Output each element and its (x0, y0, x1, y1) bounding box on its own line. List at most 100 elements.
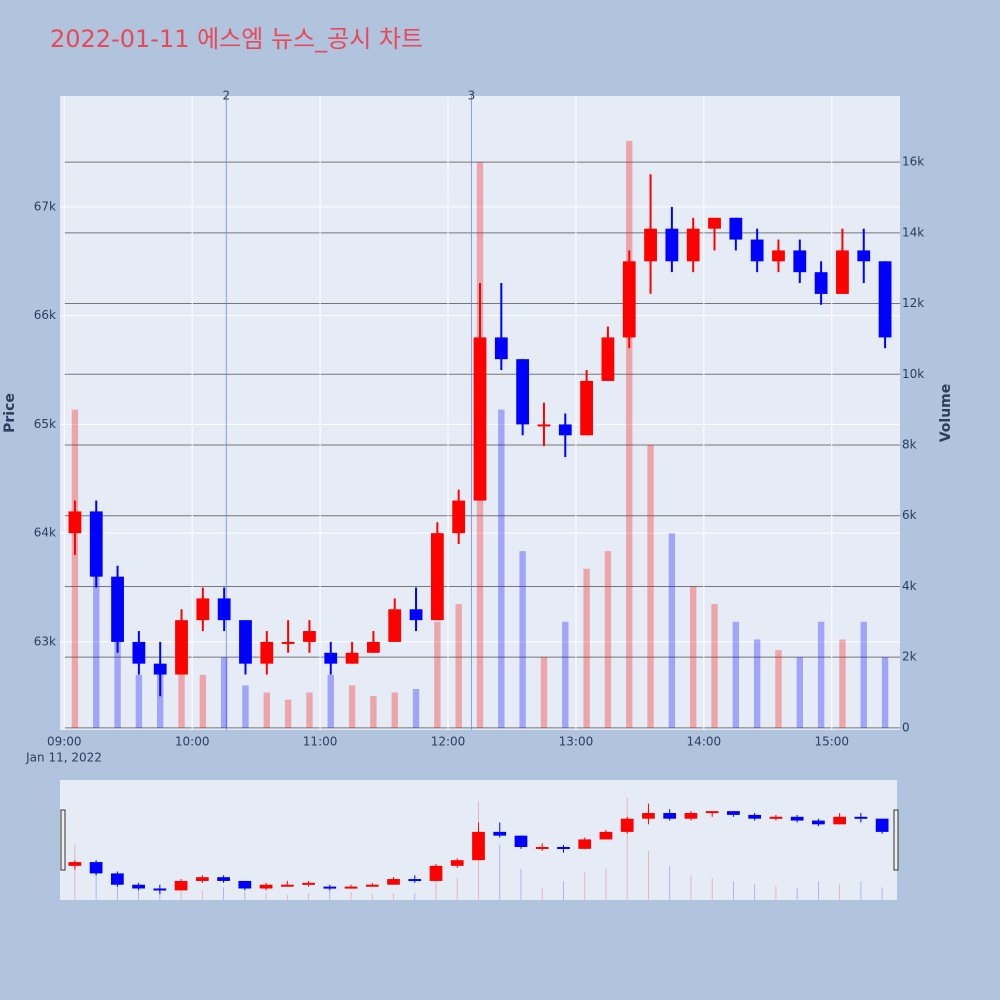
volume-bar (391, 692, 398, 728)
slider-candle-body (514, 835, 528, 847)
slider-candle-body (195, 877, 209, 881)
slider-volume-bar (116, 881, 118, 900)
candle-body (430, 533, 444, 621)
slider-volume-bar (350, 892, 352, 900)
candle-body (686, 228, 700, 262)
slider-candle-body (68, 862, 82, 866)
slider-volume-bar (648, 850, 649, 900)
slider-volume-bar (223, 887, 224, 900)
candle-body (772, 250, 785, 262)
volume-bar (796, 657, 803, 728)
y2-axis-title: Volume (938, 384, 954, 443)
slider-candle-body (217, 877, 230, 881)
slider-candle-body (833, 816, 847, 825)
y2-tick-label: 2k (902, 650, 917, 664)
volume-bar (604, 551, 612, 728)
volume-bar (93, 568, 100, 728)
slider-candle-body (259, 884, 273, 889)
x-tick-label: 15:00 (814, 735, 849, 749)
volume-bar (370, 696, 377, 728)
slider-candle-body (854, 816, 868, 819)
slider-volume-bar (456, 878, 458, 900)
y-tick-label: 63k (34, 634, 56, 648)
x-tick-label: 13:00 (559, 735, 594, 749)
candle-body (239, 620, 252, 664)
candle-body (132, 641, 146, 664)
event-label: 3 (468, 89, 476, 103)
slider-volume-bar (881, 887, 883, 900)
slider-candle-body (812, 820, 825, 825)
slider-volume-bar (733, 881, 734, 900)
candle-body (708, 217, 721, 229)
volume-bar (690, 586, 697, 728)
slider-candle-body (323, 886, 337, 889)
chart-title: 2022-01-11 에스엠 뉴스_공시 차트 (50, 25, 423, 53)
candle-body (281, 641, 295, 644)
volume-bar (199, 674, 207, 728)
candle-body (217, 598, 231, 621)
slider-volume-bar (520, 868, 522, 900)
volume-bar (348, 685, 356, 728)
candle-body (303, 631, 316, 642)
volume-bar (753, 639, 761, 728)
volume-bar (519, 551, 526, 728)
candle-body (537, 424, 551, 427)
candle-body (153, 663, 167, 675)
slider-candle-body (174, 880, 188, 891)
candle-body (836, 250, 849, 294)
candle-body (644, 228, 657, 262)
slider-candle-body (557, 846, 570, 849)
candle-body (516, 359, 530, 425)
slider-volume-bar (499, 844, 501, 900)
volume-bar (71, 409, 79, 728)
slider-volume-bar (371, 894, 373, 900)
volume-bar (455, 604, 462, 728)
volume-bar (220, 657, 228, 728)
slider-volume-bar (308, 893, 309, 900)
slider-candle-body (302, 882, 315, 885)
slider-volume-bar (95, 872, 97, 900)
candle-body (814, 272, 828, 294)
x-tick-label: 11:00 (303, 735, 338, 749)
slider-handle (60, 809, 66, 871)
x-tick-label: 10:00 (175, 735, 210, 749)
candle-body (601, 337, 615, 381)
slider-candle-body (472, 831, 485, 861)
volume-bar (732, 621, 740, 728)
candle-body (622, 261, 636, 338)
x-tick-label: 09:00 (47, 735, 82, 749)
slider-candle-body (769, 816, 783, 819)
candle-body (324, 652, 338, 664)
slider-candle-body (387, 879, 400, 885)
candle-body (857, 250, 871, 262)
volume-bar (668, 533, 676, 728)
volume-bar (711, 604, 718, 728)
slider-candle-body (684, 813, 698, 819)
y-tick-label: 67k (34, 199, 56, 213)
slider-volume-bar (286, 894, 288, 900)
slider-candle-body (748, 814, 762, 819)
candle-body (750, 239, 764, 262)
slider-candle-body (132, 884, 145, 889)
slider-candle-body (89, 862, 103, 874)
y-tick-label: 64k (34, 526, 56, 540)
y2-tick-label: 16k (902, 155, 924, 169)
slider-volume-bar (180, 884, 182, 900)
slider-volume-bar (563, 881, 564, 900)
slider-volume-bar (690, 875, 692, 900)
slider-volume-bar (839, 884, 841, 900)
slider-volume-bar (138, 890, 140, 900)
volume-bar (242, 685, 249, 728)
slider-volume-bar (265, 893, 267, 900)
slider-candle-body (280, 884, 294, 887)
candle-body (793, 250, 807, 273)
slider-candle-body (790, 816, 804, 821)
slider-candle-body (642, 813, 655, 819)
volume-bar (114, 621, 121, 728)
y2-tick-label: 10k (902, 367, 924, 381)
slider-volume-bar (626, 797, 628, 900)
y2-tick-label: 4k (902, 579, 917, 593)
slider-candle-body (705, 811, 719, 814)
volume-bar (626, 140, 633, 728)
slider-candle-body (578, 839, 592, 849)
